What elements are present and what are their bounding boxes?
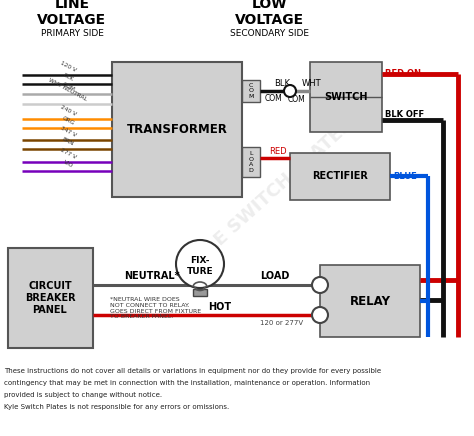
Circle shape [312,307,328,323]
Text: COM: COM [61,81,75,92]
Text: WHT NEUTRAL: WHT NEUTRAL [48,78,88,102]
Text: HOT: HOT [209,302,232,312]
Text: BRN: BRN [61,136,75,147]
Circle shape [312,277,328,293]
Text: PRIMARY SIDE: PRIMARY SIDE [41,30,103,38]
Text: BLUE: BLUE [393,171,417,181]
Text: Kyle Switch Plates is not responsible for any errors or omissions.: Kyle Switch Plates is not responsible fo… [4,404,229,410]
Text: NEUTRAL*: NEUTRAL* [124,271,180,281]
Text: contingency that may be met in connection with the installation, maintenance or : contingency that may be met in connectio… [4,380,370,386]
Text: RED: RED [269,146,287,156]
Bar [112,62,242,197]
Text: FIX-
TURE: FIX- TURE [187,256,213,276]
Bar [320,265,420,337]
Circle shape [176,240,224,288]
Text: WHT: WHT [302,78,322,88]
Text: L
O
A
D: L O A D [248,151,254,173]
Text: 347 V: 347 V [59,126,77,138]
Text: 277 V: 277 V [59,147,77,160]
Text: LOW
VOLTAGE: LOW VOLTAGE [236,0,305,27]
Text: RED ON: RED ON [385,69,421,78]
Text: KYLE SWITCH PLATES: KYLE SWITCH PLATES [183,116,357,275]
Text: *NEUTRAL WIRE DOES
NOT CONNECT TO RELAY.
GOES DIRECT FROM FIXTURE
TO BREAKER PAN: *NEUTRAL WIRE DOES NOT CONNECT TO RELAY.… [110,297,201,320]
Text: RELAY: RELAY [349,294,391,307]
Text: C
O
M: C O M [248,83,254,99]
Text: provided is subject to change without notice.: provided is subject to change without no… [4,392,162,398]
Text: LINE
VOLTAGE: LINE VOLTAGE [37,0,107,27]
Text: VIO: VIO [62,160,74,169]
Text: 240 V: 240 V [59,105,77,117]
Text: CIRCUIT
BREAKER
PANEL: CIRCUIT BREAKER PANEL [25,281,75,315]
Text: ORG: ORG [61,115,75,126]
Text: SECONDARY SIDE: SECONDARY SIDE [230,30,310,38]
Bar [290,153,390,200]
Text: 120 V: 120 V [59,61,77,73]
Text: These instructions do not cover all details or variations in equipment nor do th: These instructions do not cover all deta… [4,368,381,374]
Bar [242,147,260,177]
Text: COM: COM [265,93,283,102]
Text: 120 or 277V: 120 or 277V [260,320,303,326]
Text: TRANSFORMER: TRANSFORMER [127,123,228,136]
Text: BLK: BLK [62,72,74,82]
Bar [310,62,382,132]
Bar [242,80,260,102]
Text: LOAD: LOAD [260,271,290,281]
Circle shape [284,85,296,97]
Bar [8,248,93,348]
Text: BLK OFF: BLK OFF [385,109,424,119]
Text: RECTIFIER: RECTIFIER [312,171,368,181]
Text: BLK: BLK [274,78,290,88]
Bar [193,289,207,296]
Text: SWITCH: SWITCH [324,92,368,102]
Text: COM: COM [287,95,305,103]
